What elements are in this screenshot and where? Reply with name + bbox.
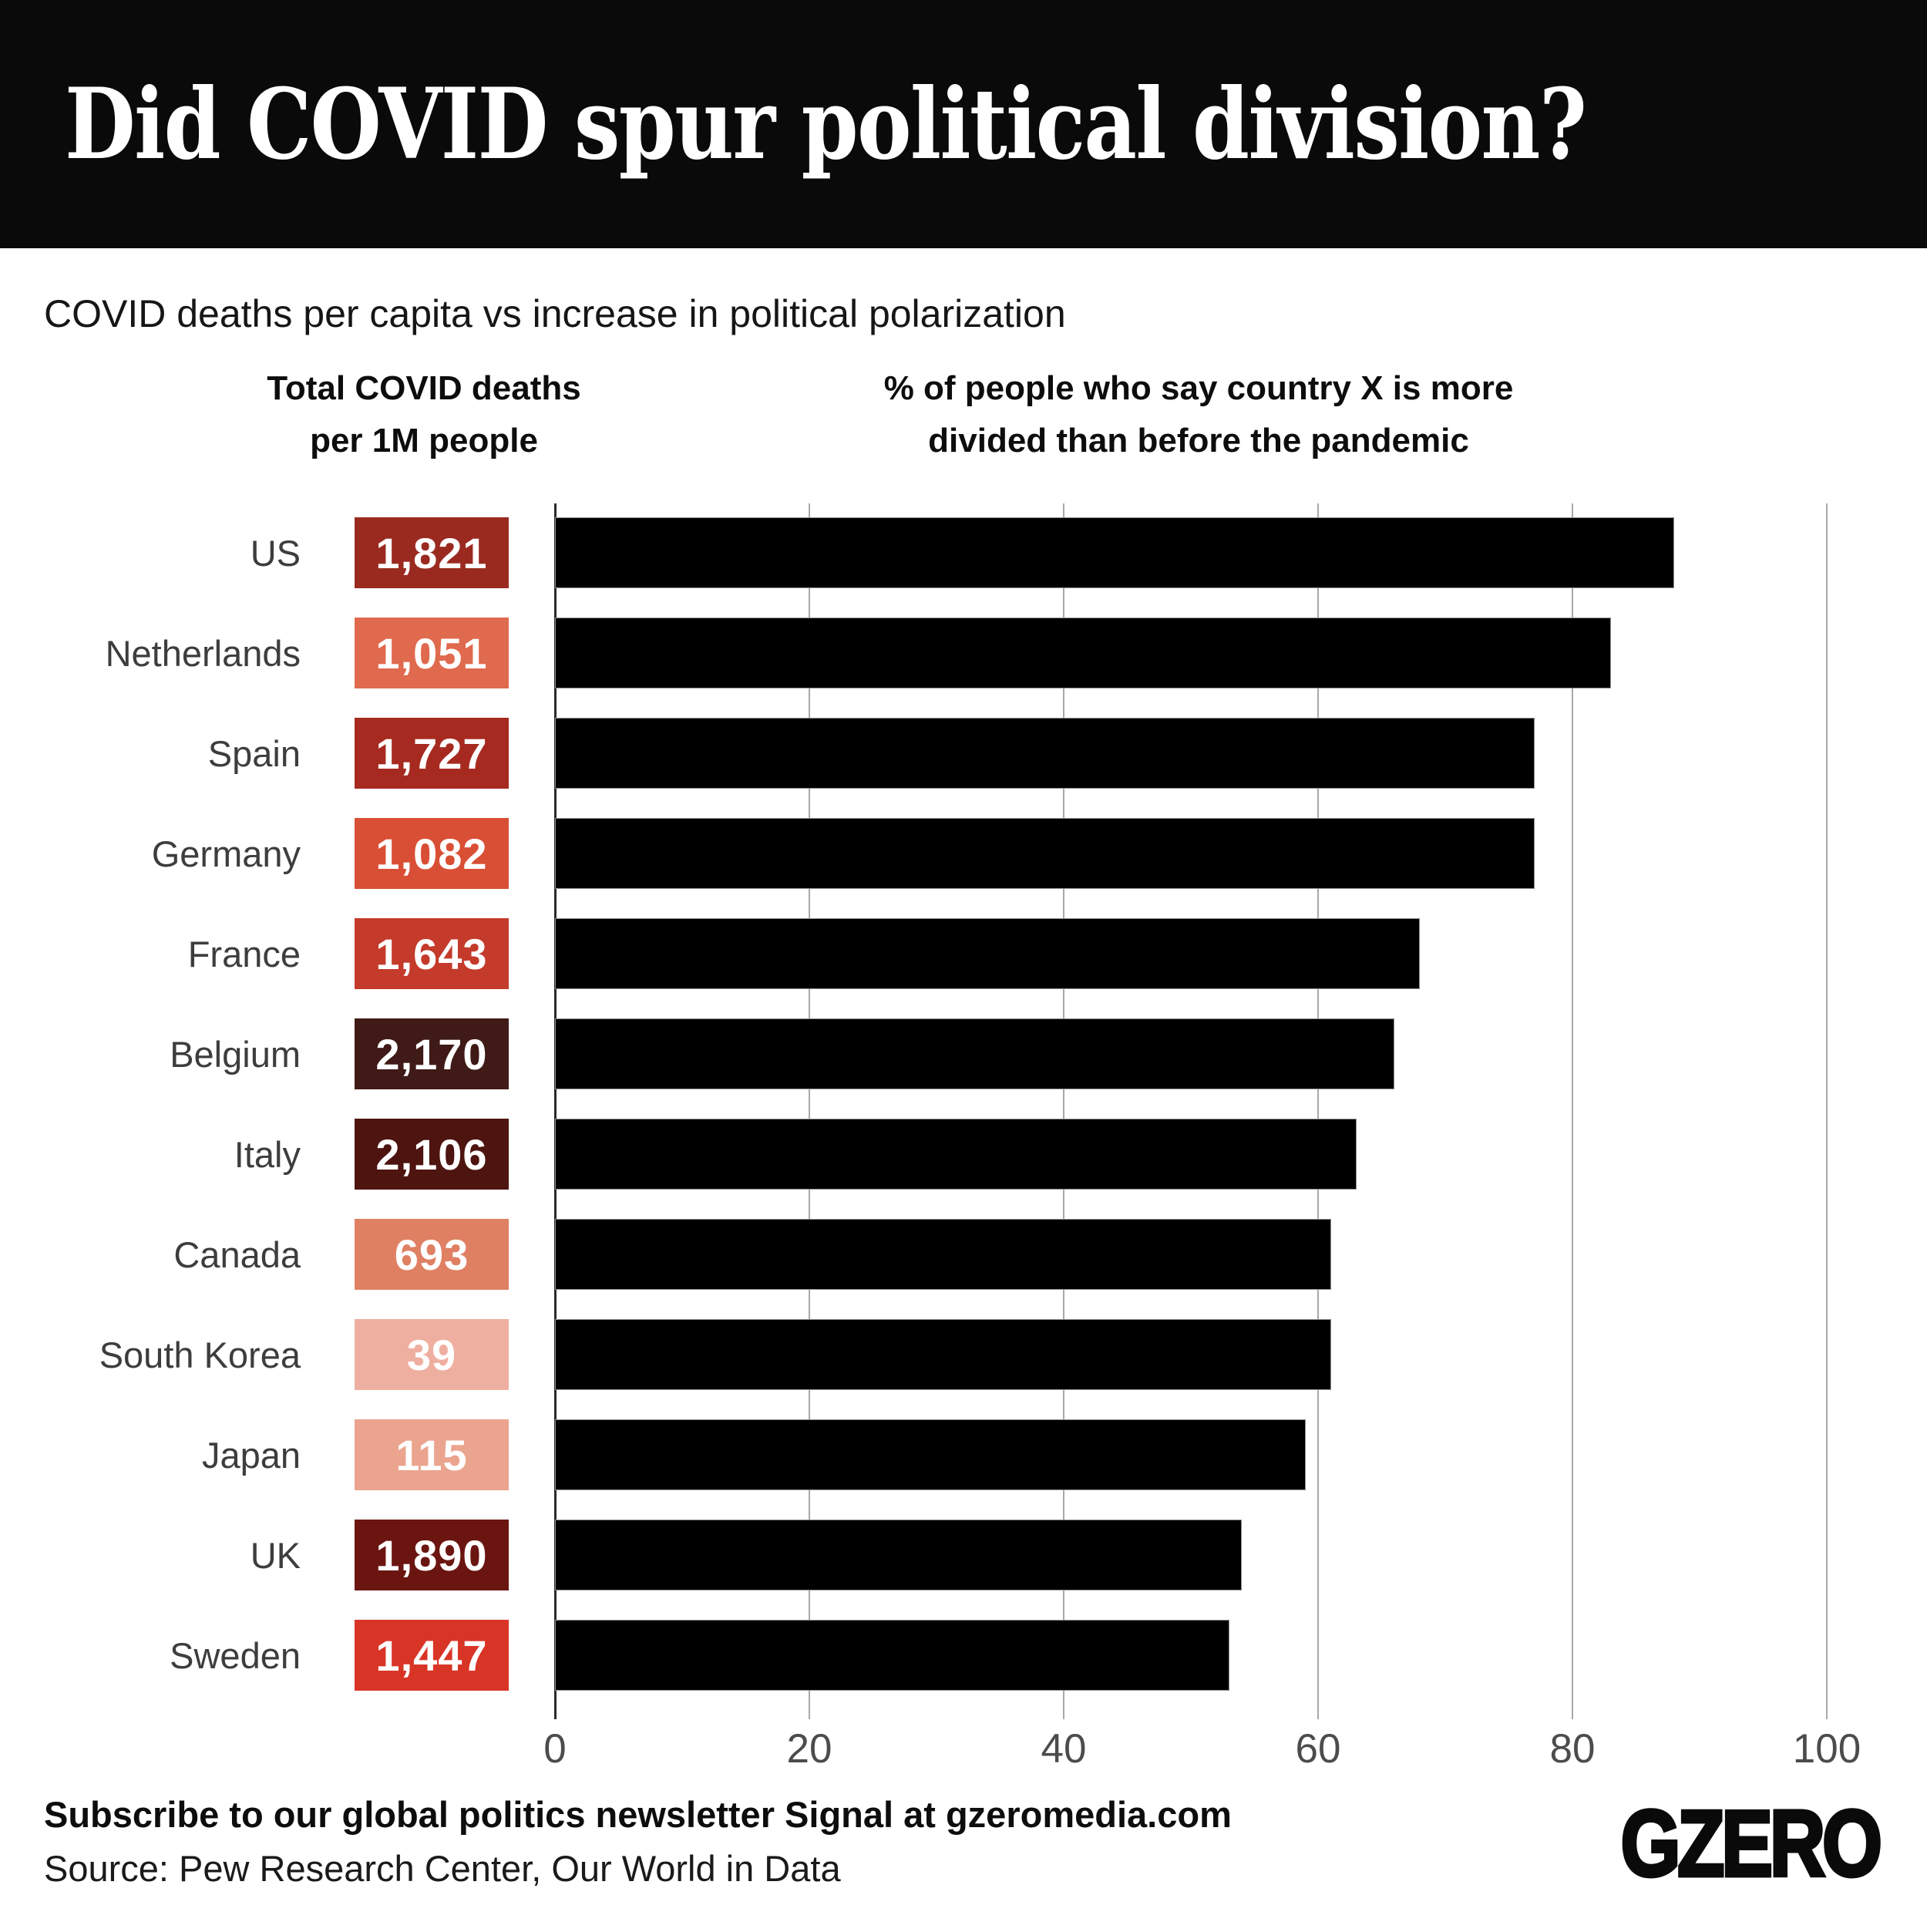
bar-track (555, 1018, 1827, 1089)
x-axis-tick-labels: 0 20 40 60 80 100 (543, 1725, 1861, 1779)
percent-column-header-line2: divided than before the pandemic (928, 422, 1469, 459)
percent-divided-bar (555, 1119, 1357, 1190)
country-label: Netherlands (105, 632, 301, 674)
country-label: Canada (173, 1234, 301, 1275)
x-tick-label-20: 20 (786, 1726, 832, 1772)
country-label: Italy (234, 1133, 301, 1175)
chart-row: Spain 1,727 (0, 704, 1927, 804)
deaths-value-box: 1,082 (355, 818, 509, 889)
title-bar: Did COVID spur political division? (0, 0, 1927, 248)
deaths-value-box: 693 (355, 1219, 509, 1290)
deaths-value-box: 39 (355, 1319, 509, 1390)
percent-divided-bar (555, 1419, 1306, 1490)
bar-track (555, 1119, 1827, 1190)
percent-divided-bar (555, 517, 1674, 588)
x-tick-label-80: 80 (1549, 1726, 1596, 1772)
country-label: South Korea (99, 1334, 301, 1375)
chart-row: Japan 115 (0, 1405, 1927, 1506)
x-tick-label-60: 60 (1295, 1726, 1341, 1772)
percent-divided-bar (555, 1018, 1394, 1089)
gridline-60 (1317, 503, 1319, 1719)
chart-row: UK 1,890 (0, 1506, 1927, 1606)
chart-row: France 1,643 (0, 904, 1927, 1005)
chart-row: Italy 2,106 (0, 1105, 1927, 1205)
gridline-100 (1826, 503, 1828, 1719)
percent-divided-bar (555, 1219, 1331, 1290)
gridline-80 (1572, 503, 1573, 1719)
chart-rows: US 1,821 Netherlands 1,051 Spain 1,727 G… (0, 503, 1927, 1706)
deaths-column-header-line2: per 1M people (310, 422, 538, 459)
deaths-value-box: 1,447 (355, 1620, 509, 1691)
percent-divided-bar (555, 618, 1611, 688)
deaths-value-box: 1,643 (355, 918, 509, 989)
bar-track (555, 1520, 1827, 1590)
bar-track (555, 517, 1827, 588)
bar-track (555, 918, 1827, 989)
deaths-value-box: 2,106 (355, 1119, 509, 1190)
deaths-value-box: 2,170 (355, 1018, 509, 1089)
country-label: Japan (201, 1434, 301, 1476)
chart-row: Germany 1,082 (0, 804, 1927, 904)
percent-divided-bar (555, 818, 1535, 889)
country-label: Germany (151, 833, 301, 874)
bar-track (555, 1620, 1827, 1691)
chart-row: US 1,821 (0, 503, 1927, 604)
chart-subtitle: COVID deaths per capita vs increase in p… (44, 292, 1066, 335)
bar-track (555, 1419, 1827, 1490)
country-label: Belgium (170, 1033, 301, 1075)
bar-track (555, 818, 1827, 889)
x-tick-label-0: 0 (543, 1726, 567, 1772)
deaths-column-header-line1: Total COVID deaths (267, 369, 581, 407)
deaths-value-box: 1,051 (355, 618, 509, 688)
x-tick-label-100: 100 (1792, 1726, 1861, 1772)
gridline-40 (1063, 503, 1064, 1719)
bar-track (555, 618, 1827, 688)
x-tick-label-40: 40 (1041, 1726, 1087, 1772)
chart-row: Canada 693 (0, 1205, 1927, 1305)
country-label: UK (250, 1534, 301, 1576)
deaths-value-box: 1,890 (355, 1520, 509, 1590)
percent-divided-bar (555, 918, 1420, 989)
bar-track (555, 1319, 1827, 1390)
bar-track (555, 718, 1827, 789)
deaths-value-box: 115 (355, 1419, 509, 1490)
chart-row: Belgium 2,170 (0, 1005, 1927, 1105)
percent-divided-bar (555, 718, 1535, 789)
gzero-logo: GZERO (1619, 1791, 1884, 1896)
percent-divided-bar (555, 1319, 1331, 1390)
percent-divided-bar (555, 1520, 1242, 1590)
country-label: France (187, 933, 301, 974)
country-label: US (250, 532, 301, 574)
country-label: Sweden (170, 1634, 301, 1676)
chart-row: Sweden 1,447 (0, 1606, 1927, 1706)
bar-track (555, 1219, 1827, 1290)
page-title: Did COVID spur political division? (65, 67, 1587, 181)
percent-divided-bar (555, 1620, 1229, 1691)
gridline-0 (554, 503, 557, 1719)
chart-row: South Korea 39 (0, 1305, 1927, 1405)
gridline-20 (809, 503, 810, 1719)
country-label: Spain (207, 732, 301, 774)
source-line: Source: Pew Research Center, Our World i… (44, 1848, 841, 1889)
x-axis-gridlines (554, 503, 1828, 1719)
deaths-value-box: 1,821 (355, 517, 509, 588)
deaths-column-header: Total COVID deaths per 1M people (231, 362, 617, 467)
subscribe-line: Subscribe to our global politics newslet… (44, 1794, 1232, 1835)
percent-column-header-line1: % of people who say country X is more (883, 369, 1514, 407)
percent-column-header: % of people who say country X is more di… (848, 362, 1549, 467)
deaths-value-box: 1,727 (355, 718, 509, 789)
chart-row: Netherlands 1,051 (0, 604, 1927, 704)
